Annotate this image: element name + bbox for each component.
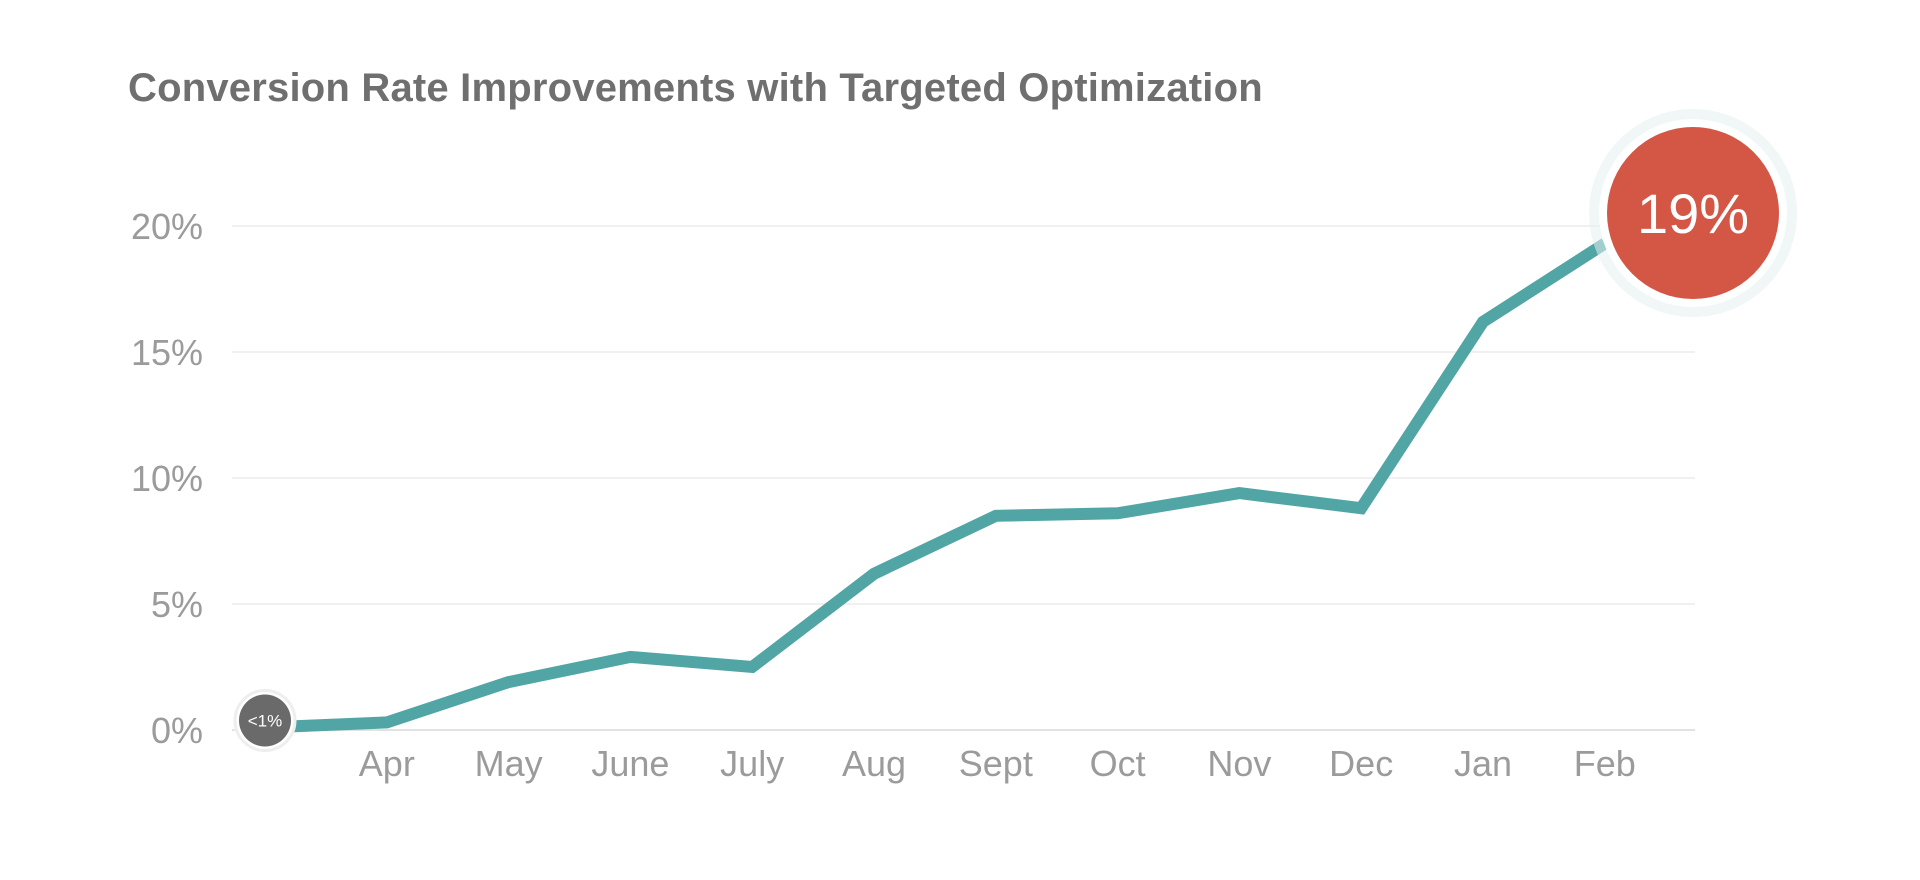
x-tick-label: Sept bbox=[959, 743, 1033, 784]
x-tick-label: May bbox=[475, 743, 543, 784]
x-tick-label: Feb bbox=[1574, 743, 1636, 784]
y-tick-label: 5% bbox=[151, 584, 203, 625]
series-line bbox=[264, 238, 1609, 734]
end-badge-circle bbox=[1607, 127, 1779, 299]
series bbox=[264, 238, 1609, 734]
y-tick-label: 15% bbox=[131, 332, 203, 373]
x-tick-label: Jan bbox=[1454, 743, 1512, 784]
end-badge-label: 19% bbox=[1637, 182, 1749, 245]
x-tick-label: Dec bbox=[1329, 743, 1393, 784]
y-tick-label: 0% bbox=[151, 710, 203, 751]
x-tick-label: Nov bbox=[1207, 743, 1271, 784]
start-badge-label: <1% bbox=[248, 711, 283, 730]
chart-title: Conversion Rate Improvements with Target… bbox=[128, 66, 1263, 110]
y-tick-label: 20% bbox=[131, 206, 203, 247]
x-tick-label: Oct bbox=[1090, 743, 1146, 784]
y-axis: 0% 5% 10% 15% 20% bbox=[131, 206, 203, 751]
y-tick-label: 10% bbox=[131, 458, 203, 499]
x-axis: Apr May June July Aug Sept Oct Nov Dec Jan Feb bbox=[359, 743, 1636, 784]
grid bbox=[232, 225, 1695, 731]
start-badge-circle bbox=[239, 694, 291, 747]
x-tick-label: Apr bbox=[359, 743, 415, 784]
x-tick-label: June bbox=[591, 743, 669, 784]
x-tick-label: July bbox=[720, 743, 784, 784]
start-value-badge: <1% bbox=[233, 688, 297, 752]
x-tick-label: Aug bbox=[842, 743, 906, 784]
end-value-badge: 19% bbox=[1589, 109, 1797, 317]
annotations: <1% 19% bbox=[233, 109, 1797, 752]
